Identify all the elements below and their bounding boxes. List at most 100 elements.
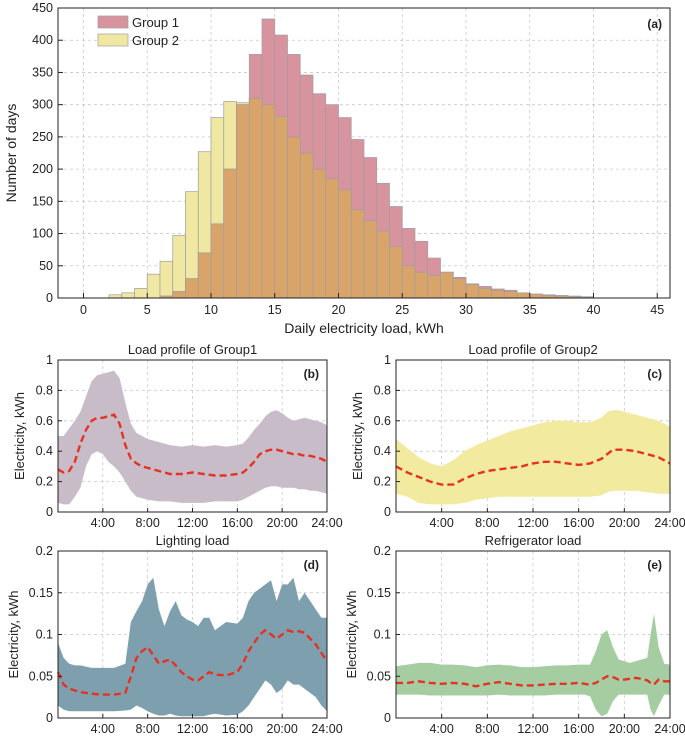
overlap-bar xyxy=(287,136,301,299)
x-tick-label: 4:00 xyxy=(429,516,453,530)
y-tick-label: 0.15 xyxy=(367,586,391,600)
x-tick-label: 12:00 xyxy=(517,516,548,530)
x-tick-label: 8:00 xyxy=(475,516,499,530)
x-tick-label: 24:00 xyxy=(311,516,342,530)
x-tick-label: 8:00 xyxy=(475,722,499,736)
x-tick-label: 16:00 xyxy=(563,722,594,736)
y-tick-label: 0.6 xyxy=(36,414,53,428)
overlap-bar xyxy=(274,115,288,299)
y-axis-label: Electricity, kWh xyxy=(344,591,359,679)
panel-label: (e) xyxy=(647,558,662,572)
y-tick-label: 0.2 xyxy=(36,544,53,558)
x-tick-label: 8:00 xyxy=(135,722,159,736)
overlap-bar xyxy=(376,230,390,299)
panel-title: Load profile of Group2 xyxy=(468,342,597,357)
mean-line xyxy=(56,628,328,696)
x-tick-label: 24:00 xyxy=(654,722,685,736)
y-tick-label: 50 xyxy=(39,259,53,273)
x-tick-label: 45 xyxy=(650,303,664,317)
panel-label: (c) xyxy=(647,367,662,381)
panel-title: Lighting load xyxy=(156,533,230,548)
legend-swatch-group1 xyxy=(97,15,129,29)
overlap-bar xyxy=(312,168,327,299)
group1-profile-panel: 4:00 8:00 12:00 16:00 20:00 24:00 0 0.2 0.4 0.6 0.… xyxy=(12,342,343,530)
overlap-bar xyxy=(465,284,480,299)
y-tick-label: 0.05 xyxy=(367,669,391,683)
group2-bar xyxy=(172,235,186,299)
group2-bar xyxy=(134,287,148,299)
variability-band xyxy=(396,410,670,505)
overlap-bar xyxy=(210,223,225,299)
panel-title: Refrigerator load xyxy=(485,533,582,548)
y-tick-label: 100 xyxy=(32,227,53,241)
x-tick-label: 20:00 xyxy=(267,516,298,530)
x-tick-label: 0 xyxy=(80,303,87,317)
overlap-bar xyxy=(363,220,378,299)
overlap-bar xyxy=(491,289,505,299)
refrigerator-panel: 4:00 8:00 12:00 16:00 20:00 24:00 0 0.05 0.1 0.15… xyxy=(344,533,685,736)
overlap-bar xyxy=(299,152,314,299)
x-tick-label: 20:00 xyxy=(609,516,640,530)
x-tick-label: 24:00 xyxy=(311,722,342,736)
overlap-bar xyxy=(338,189,352,299)
x-tick-label: 25 xyxy=(395,303,409,317)
x-tick-label: 4:00 xyxy=(91,516,115,530)
y-tick-label: 0.2 xyxy=(374,475,391,489)
overlap-bar xyxy=(350,209,365,299)
overlap-bar xyxy=(325,178,339,299)
x-tick-label: 30 xyxy=(459,303,473,317)
overlap-bar xyxy=(478,287,492,299)
y-tick-label: 250 xyxy=(32,130,53,144)
x-tick-label: 4:00 xyxy=(429,722,453,736)
overlap-bar xyxy=(223,168,237,299)
variability-band xyxy=(58,577,327,717)
overlap-bar xyxy=(440,271,454,299)
x-tick-label: 35 xyxy=(523,303,537,317)
y-tick-label: 300 xyxy=(32,98,53,112)
overlap-bar xyxy=(529,293,543,299)
x-tick-label: 12:00 xyxy=(177,516,208,530)
y-tick-label: 1 xyxy=(384,353,391,367)
overlap-bar xyxy=(389,246,403,299)
x-tick-label: 16:00 xyxy=(222,516,253,530)
overlap-bar xyxy=(503,291,518,299)
legend-label-group1: Group 1 xyxy=(132,15,179,30)
y-tick-label: 0.2 xyxy=(374,544,391,558)
y-axis-label: Number of days xyxy=(3,104,19,203)
y-tick-label: 1 xyxy=(46,353,53,367)
overlap-bar xyxy=(236,104,250,299)
variability-band xyxy=(396,613,670,717)
y-tick-label: 0.4 xyxy=(374,444,391,458)
y-tick-label: 0 xyxy=(46,711,53,725)
group2-profile-panel: 4:00 8:00 12:00 16:00 20:00 24:00 0 0.2 0.4 0.6 0.… xyxy=(350,342,685,530)
y-tick-label: 0.4 xyxy=(36,444,53,458)
x-tick-label: 16:00 xyxy=(563,516,594,530)
x-tick-label: 15 xyxy=(268,303,282,317)
y-tick-label: 0.8 xyxy=(374,383,391,397)
x-tick-label: 20:00 xyxy=(609,722,640,736)
y-tick-label: 0 xyxy=(46,505,53,519)
y-tick-label: 200 xyxy=(32,162,53,176)
x-tick-label: 5 xyxy=(144,303,151,317)
group2-bar xyxy=(146,273,161,299)
y-tick-label: 150 xyxy=(32,194,53,208)
overlap-bar xyxy=(185,278,199,299)
panel-title: Load profile of Group1 xyxy=(128,342,257,357)
overlap-bar xyxy=(516,292,531,299)
y-tick-label: 0.15 xyxy=(29,586,53,600)
x-tick-label: 40 xyxy=(587,303,601,317)
x-tick-label: 20:00 xyxy=(267,722,298,736)
y-axis-label: Electricity, kWh xyxy=(350,392,365,480)
mean-line xyxy=(395,448,671,486)
y-tick-label: 0 xyxy=(384,711,391,725)
group2-bar xyxy=(159,260,174,299)
legend-swatch-group2 xyxy=(97,33,129,47)
x-tick-label: 10 xyxy=(204,303,218,317)
x-tick-label: 20 xyxy=(332,303,346,317)
overlap-bar xyxy=(452,278,467,299)
y-tick-label: 0.8 xyxy=(36,383,53,397)
y-tick-label: 0.6 xyxy=(374,414,391,428)
y-tick-label: 0.1 xyxy=(36,628,53,642)
y-axis-label: Electricity, kWh xyxy=(6,591,21,679)
overlap-bar xyxy=(427,275,441,299)
